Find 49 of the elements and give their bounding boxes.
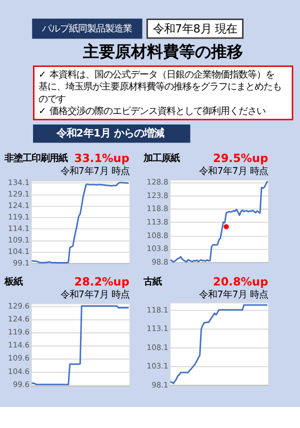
line-series: [170, 304, 268, 384]
y-tick-label: 119.6: [8, 327, 30, 336]
chart-title: 加工原紙: [142, 152, 180, 164]
y-tick-label: 109.6: [8, 354, 30, 363]
y-tick-label: 119.1: [8, 212, 30, 222]
y-tick-label: 128.8: [146, 178, 168, 187]
chart-title: 板紙: [4, 276, 23, 288]
y-tick-label: 118.8: [146, 204, 168, 214]
y-tick-label: 114.1: [8, 224, 30, 233]
text: 令和7年7月 時点: [60, 166, 130, 177]
y-tick-label: 98.1: [152, 380, 169, 390]
chart-title: 古紙: [142, 276, 162, 288]
y-tick-label: 99.1: [12, 258, 30, 268]
y-tick-label: 99.6: [12, 380, 30, 389]
text: パルプ紙同製品製造業: [41, 23, 132, 34]
y-tick-label: 103.8: [146, 244, 168, 254]
y-tick-label: 123.8: [146, 190, 168, 200]
y-tick-label: 129.1: [8, 190, 30, 199]
text: 28.2%up: [74, 276, 130, 289]
y-tick-label: 113.8: [146, 218, 168, 227]
text: 令和7年7月 時点: [199, 166, 268, 177]
text: 33.1%up: [74, 152, 130, 165]
text: 令和7年7月 時点: [60, 290, 130, 301]
y-tick-label: 109.1: [8, 235, 30, 244]
y-tick-label: 98.8: [152, 257, 169, 266]
line-series: [30, 182, 130, 264]
line-series: [170, 180, 268, 263]
y-tick-label: 104.6: [8, 366, 30, 376]
text: ✓ 本資料は、国の公式データ（日銀の企業物価指数等）を基に、埼玉県が主要原材料費等の推移をグラフにまとめたものです: [38, 69, 282, 105]
y-tick-label: 124.6: [8, 314, 30, 324]
text: 20.8%up: [213, 276, 268, 289]
text: 令和7年7月 時点: [199, 290, 268, 301]
text: 29.5%up: [213, 152, 268, 165]
y-tick-label: 118.1: [146, 305, 168, 314]
y-tick-label: 129.6: [8, 301, 30, 310]
text: 令和7年8月 現在: [153, 22, 237, 36]
text: ✓ 価格交渉の際のエビデンス資料として御利用ください: [38, 106, 266, 117]
y-tick-label: 108.8: [146, 230, 168, 240]
y-tick-label: 104.1: [8, 246, 30, 256]
text: 令和2年1月 からの増減: [55, 127, 164, 140]
text: 主要原材料費等の推移: [82, 42, 244, 61]
line-series: [30, 305, 130, 386]
y-tick-label: 124.1: [8, 201, 30, 210]
y-tick-label: 113.1: [146, 324, 168, 333]
y-tick-label: 108.1: [146, 342, 168, 352]
y-tick-label: 134.1: [8, 178, 30, 188]
y-tick-label: 103.1: [146, 362, 168, 370]
chart-title: 非塗工印刷用紙: [4, 152, 68, 164]
y-tick-label: 114.6: [8, 340, 30, 350]
